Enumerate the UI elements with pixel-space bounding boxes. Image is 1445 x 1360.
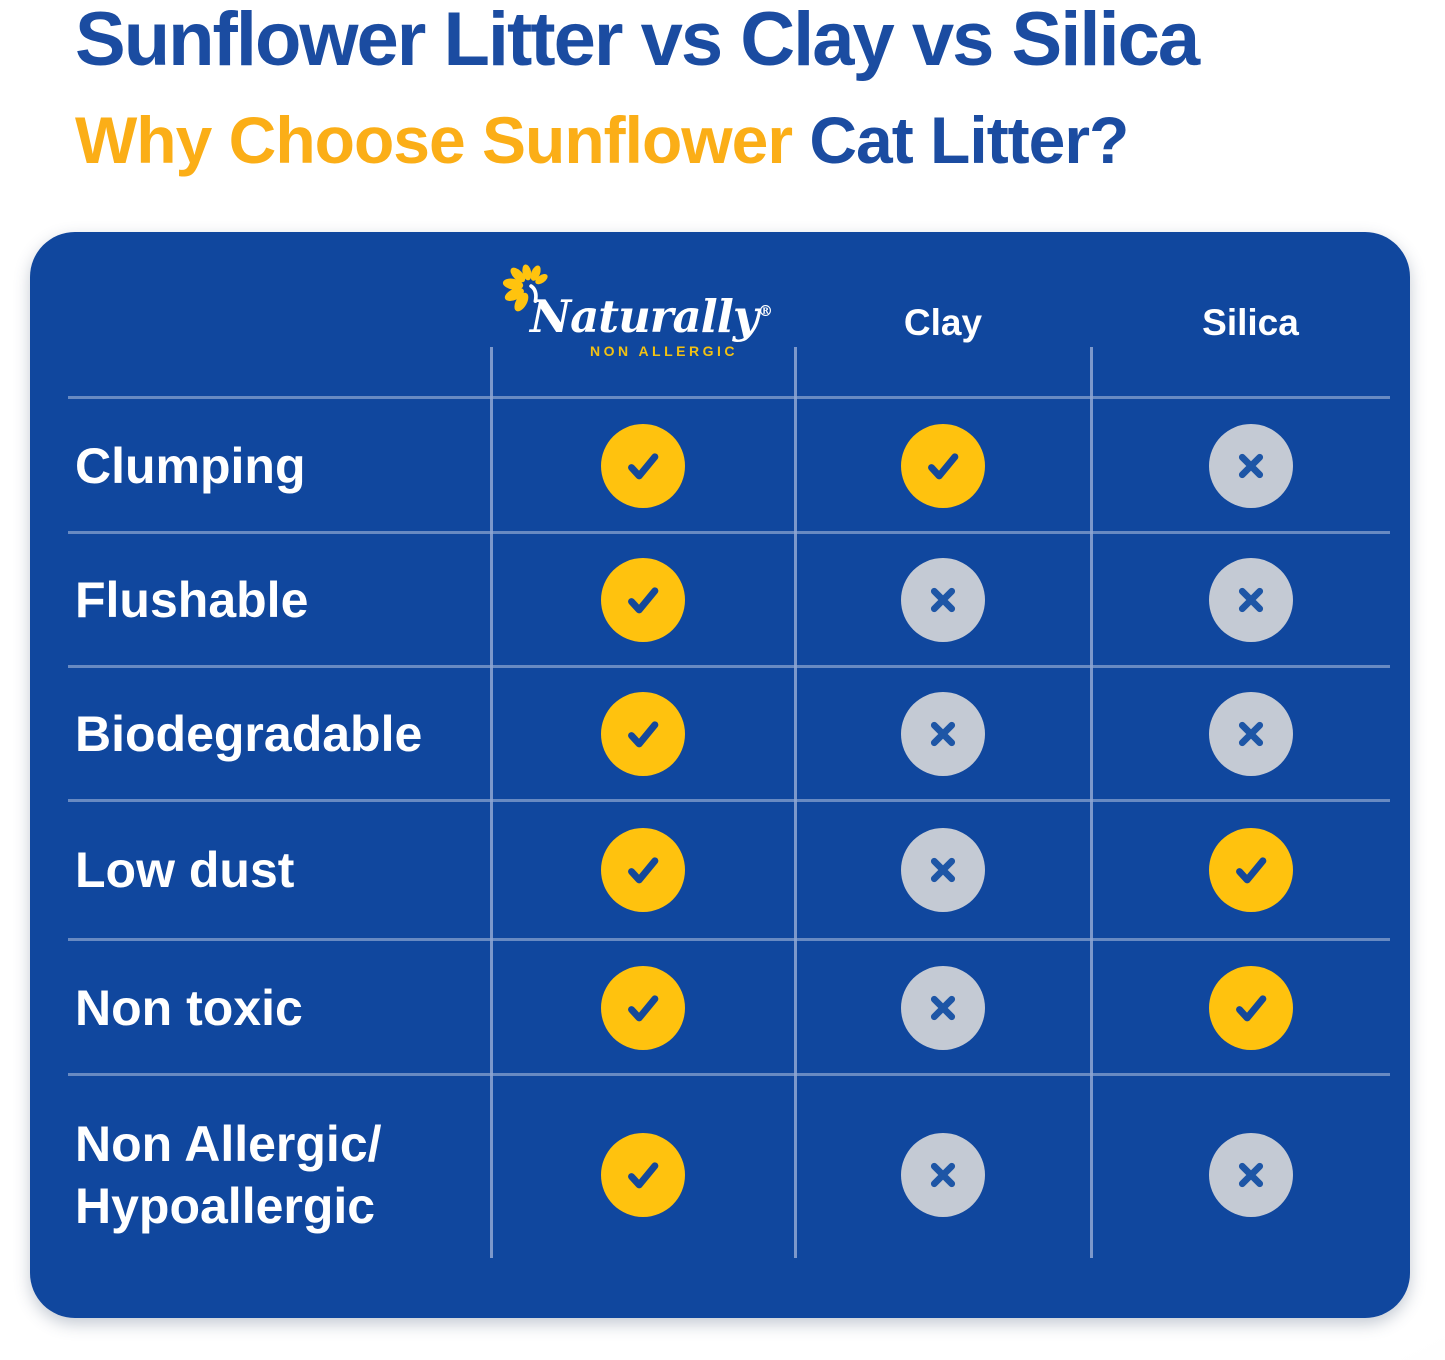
column-header-clay: Clay [903,302,983,343]
table-cell [1091,533,1410,667]
check-icon [601,691,685,776]
comparison-table: Naturally® NON ALLERGIC Clay Silica Clum… [30,232,1410,1318]
x-icon [901,691,985,776]
page-subtitle: Why Choose Sunflower Cat Litter? [75,102,1129,178]
row-divider [68,938,1390,941]
table-cell [491,1075,795,1275]
table-cell [795,398,1091,533]
check-icon [1208,965,1293,1050]
check-icon [601,1133,685,1217]
table-cell [1091,940,1410,1075]
x-icon [901,1133,985,1217]
check-icon [1208,828,1293,912]
table-cell [795,800,1091,940]
subtitle-rest: Cat Litter? [792,103,1129,177]
brand-tagline: NON ALLERGIC [589,343,739,359]
comparison-panel: Naturally® NON ALLERGIC Clay Silica Clum… [30,232,1410,1318]
row-divider [68,396,1390,399]
check-icon [601,423,685,508]
x-icon [1208,1133,1293,1217]
column-divider [490,347,493,1258]
table-cell [491,940,795,1075]
naturally-logo: Naturally® NON ALLERGIC [502,264,773,359]
corner-cell [30,232,491,398]
table-cell [1091,398,1410,533]
x-icon [1208,423,1293,508]
table-cell [1091,800,1410,940]
table-cell [795,667,1091,800]
x-icon [1208,558,1293,642]
check-icon [601,828,685,912]
row-divider [68,799,1390,802]
x-icon [901,558,985,642]
table-cell [491,667,795,800]
check-icon [901,423,985,508]
page-title: Sunflower Litter vs Clay vs Silica [75,0,1200,82]
table-row-label: Clumping [75,437,306,494]
x-icon [901,828,985,912]
table-cell [795,940,1091,1075]
table-cell [795,533,1091,667]
table-row-label: Flushable [75,572,309,628]
column-header-silica: Silica [1202,302,1299,343]
table-cell [491,398,795,533]
registered-mark-icon: ® [758,302,773,320]
check-icon [601,965,685,1050]
row-divider [68,531,1390,534]
row-divider [68,665,1390,668]
table-row-label: Biodegradable [75,705,423,762]
table-cell [1091,1075,1410,1275]
column-divider [1090,347,1093,1258]
sunflower-icon [502,264,548,312]
table-row-label: Non toxic [75,979,303,1036]
table-row-label: Low dust [75,842,295,898]
check-icon [601,558,685,642]
brand-wordmark: Naturally® [530,290,773,343]
table-cell [795,1075,1091,1275]
table-cell [491,533,795,667]
x-icon [1208,691,1293,776]
subtitle-highlight: Why Choose Sunflower [75,103,793,177]
table-cell [491,800,795,940]
x-icon [901,965,985,1050]
table-row-label: Non Allergic/ Hypoallergic [75,1116,382,1234]
column-header-naturally: Naturally® NON ALLERGIC [491,232,795,398]
column-divider [794,347,797,1258]
table-cell [1091,667,1410,800]
row-divider [68,1073,1390,1076]
